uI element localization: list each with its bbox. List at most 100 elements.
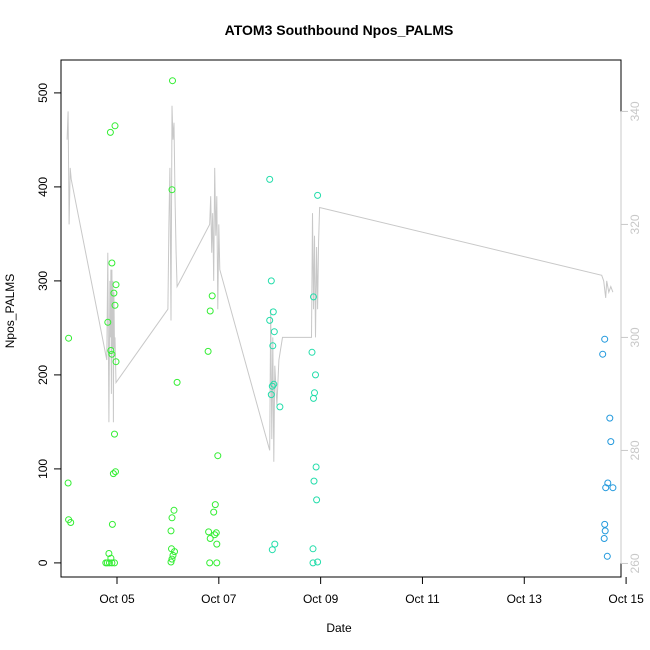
chart-title: ATOM3 Southbound Npos_PALMS: [225, 22, 454, 38]
right-tick-label: 340: [628, 101, 642, 121]
data-point: [310, 293, 317, 301]
data-point: [105, 559, 113, 567]
data-point: [266, 175, 274, 183]
y-tick-label: 0: [36, 559, 50, 566]
x-tick-label: Oct 05: [99, 592, 135, 606]
data-point: [600, 535, 608, 542]
right-tick-label: 320: [628, 214, 642, 234]
data-point: [269, 342, 277, 350]
data-point: [267, 277, 275, 285]
x-axis-label: Date: [326, 621, 352, 635]
data-point: [108, 559, 116, 567]
data-point: [211, 531, 219, 539]
data-point: [108, 259, 116, 267]
data-point: [270, 380, 278, 388]
data-point: [268, 382, 276, 390]
right-tick-label: 280: [628, 440, 642, 460]
data-point: [311, 389, 318, 397]
data-point: [314, 558, 322, 566]
data-point: [269, 308, 277, 316]
x-tick-label: Oct 07: [201, 592, 237, 606]
data-point: [65, 334, 73, 342]
data-point: [607, 438, 615, 446]
y-tick-label: 100: [36, 459, 50, 479]
data-point: [603, 552, 611, 560]
x-tick-label: Oct 11: [405, 592, 440, 606]
data-point: [168, 555, 176, 563]
data-point: [171, 548, 178, 556]
data-point: [609, 484, 617, 492]
data-point: [110, 289, 118, 297]
data-point: [205, 528, 213, 536]
data-point: [108, 350, 116, 358]
data-point: [312, 463, 320, 471]
y-axis-label: Npos_PALMS: [3, 274, 17, 348]
data-point: [601, 527, 609, 535]
data-point: [107, 554, 115, 562]
data-point: [104, 318, 112, 326]
x-tick-label: Oct 15: [608, 592, 644, 606]
data-point: [173, 378, 181, 386]
data-point: [268, 546, 276, 554]
data-point: [266, 316, 274, 324]
data-point: [206, 559, 214, 567]
data-point: [167, 558, 175, 566]
data-point: [309, 545, 317, 553]
data-point: [170, 506, 178, 514]
data-point: [270, 328, 278, 336]
data-point: [111, 559, 118, 567]
data-point: [167, 527, 175, 535]
data-point: [602, 484, 610, 492]
data-point: [310, 394, 317, 402]
data-point: [601, 335, 609, 343]
data-point: [111, 430, 118, 438]
points-layer: [64, 77, 617, 567]
y-tick-label: 500: [36, 83, 50, 103]
axes: 0 100 200 300 400 500 Oct 05 Oct 07 Oct 09 Oct 11…: [36, 83, 644, 606]
data-point: [108, 520, 116, 528]
x-tick-label: Oct 09: [303, 592, 339, 606]
data-point: [67, 519, 75, 526]
data-point: [105, 550, 113, 557]
data-point: [601, 520, 609, 528]
data-point: [308, 348, 316, 356]
data-point: [64, 479, 72, 487]
data-point: [214, 452, 222, 460]
data-point: [168, 514, 176, 522]
y-tick-label: 400: [36, 177, 50, 197]
data-point: [111, 122, 119, 130]
data-point: [309, 559, 317, 567]
y-tick-label: 200: [36, 365, 50, 385]
data-point: [313, 496, 321, 504]
data-point: [204, 347, 212, 355]
data-point: [212, 529, 220, 537]
data-point: [206, 535, 214, 542]
data-point: [112, 468, 119, 476]
data-point: [267, 391, 275, 399]
data-point: [314, 191, 322, 199]
data-point: [599, 350, 607, 358]
secondary-series-line: [66, 105, 614, 462]
data-point: [211, 501, 219, 509]
y-tick-label: 300: [36, 271, 50, 291]
data-point: [106, 128, 114, 136]
data-point: [111, 301, 119, 309]
right-tick-label: 300: [628, 327, 642, 347]
data-point: [208, 292, 216, 300]
data-point: [271, 540, 279, 548]
data-point: [312, 371, 319, 379]
data-point: [206, 307, 214, 315]
x-tick-label: Oct 13: [507, 592, 543, 606]
data-point: [168, 186, 176, 194]
data-point: [276, 403, 284, 411]
data-point: [169, 551, 177, 559]
data-point: [107, 347, 115, 354]
right-tick-label: 260: [628, 553, 642, 573]
data-point: [210, 508, 218, 516]
data-point: [310, 477, 318, 485]
plot-frame: [60, 59, 622, 578]
data-point: [213, 559, 221, 567]
data-point: [109, 470, 117, 478]
data-point: [112, 281, 120, 289]
